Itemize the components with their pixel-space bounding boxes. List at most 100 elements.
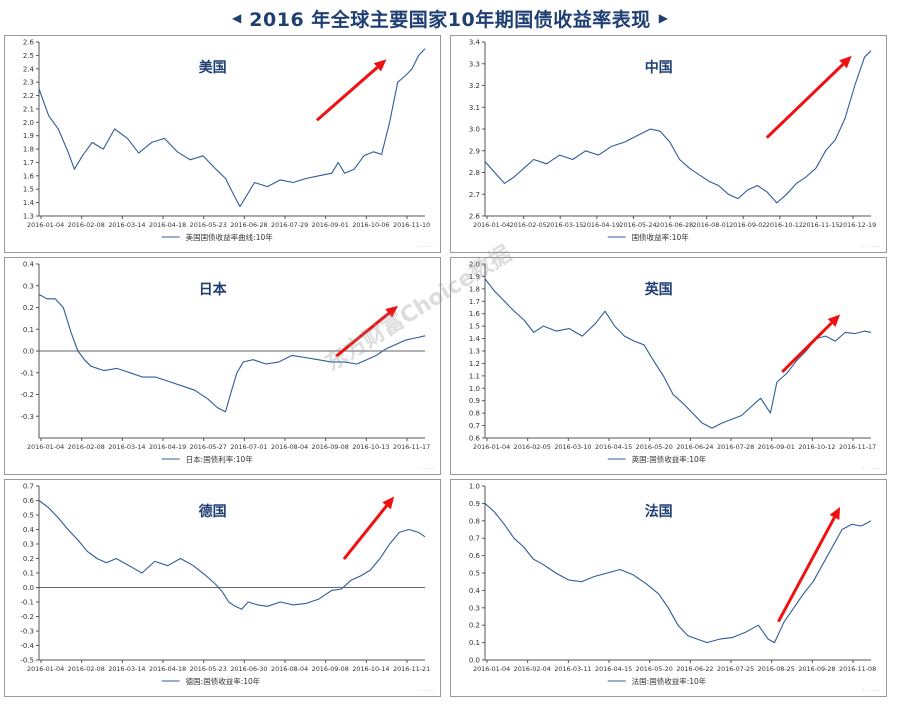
y-tick-label: -0.3 bbox=[20, 413, 34, 421]
legend-label: 国债收益率:10年 bbox=[632, 232, 690, 242]
chart-germany: 0.7 0.6 0.5 0.4 0.3 0.2 0.1 0.0 -0.1 -0.2 -0.3 -0.4… bbox=[20, 483, 430, 687]
x-tick-label: 2016-09-02 bbox=[729, 221, 766, 229]
y-tick-label: 1.6 bbox=[469, 310, 481, 318]
y-tick-label: 1.1 bbox=[469, 372, 480, 380]
chart-panel-germany: 0.7 0.6 0.5 0.4 0.3 0.2 0.1 0.0 -0.1 -0.2 -0.3 -0.4… bbox=[4, 479, 441, 697]
trend-arrow-head bbox=[827, 314, 841, 327]
x-tick-label: 2016-03-14 bbox=[108, 443, 145, 451]
panel-footer-mark: ·· ··· bbox=[416, 244, 434, 251]
trend-arrow-head bbox=[382, 496, 395, 510]
x-tick-label: 2016-06-22 bbox=[676, 665, 713, 673]
y-tick-label: 3.3 bbox=[469, 60, 480, 68]
y-tick-label: 2.0 bbox=[23, 119, 34, 127]
trend-arrow-head bbox=[829, 506, 841, 521]
y-tick-label: 2.9 bbox=[469, 147, 480, 155]
y-tick-label: 0.4 bbox=[23, 526, 35, 534]
y-tick-label: -0.1 bbox=[20, 599, 34, 607]
panel-footer-mark: ·· ··· bbox=[862, 244, 880, 251]
chart-title: 英国 bbox=[644, 281, 673, 298]
chart-title: 美国 bbox=[199, 59, 227, 76]
y-tick-label: 2.7 bbox=[469, 191, 480, 199]
panel-footer-mark: ·· ··· bbox=[416, 688, 434, 695]
y-tick-label: 0.3 bbox=[23, 282, 34, 290]
x-tick-label: 2016-08-04 bbox=[271, 443, 308, 451]
y-tick-label: 1.4 bbox=[23, 199, 35, 207]
y-tick-label: 1.2 bbox=[469, 360, 480, 368]
y-tick-label: 0.0 bbox=[23, 584, 34, 592]
page-title: 2016 年全球主要国家10年期国债收益率表现 bbox=[249, 8, 651, 31]
y-tick-label: 0.6 bbox=[469, 435, 481, 443]
x-tick-label: 2016-02-08 bbox=[68, 221, 105, 229]
x-tick-label: 2016-11-21 bbox=[393, 665, 430, 673]
y-tick-label: -0.2 bbox=[20, 391, 34, 399]
y-tick-label: 0.4 bbox=[23, 261, 35, 269]
chart-us: 1.3 1.4 1.5 1.6 1.7 1.8 1.9 2.0 2.1 2.2 2.3 2.4 2.5 2… bbox=[23, 39, 430, 243]
x-tick-label: 2016-05-24 bbox=[619, 221, 656, 229]
y-tick-label: 1.8 bbox=[469, 285, 480, 293]
chart-title: 中国 bbox=[645, 59, 673, 76]
x-tick-label: 2016-08-01 bbox=[693, 221, 730, 229]
chart-uk: 2.0 1.9 1.8 1.7 1.6 1.5 1.4 1.3 1.2 1.1 1.0 0.9 0.8 0… bbox=[469, 261, 876, 465]
x-tick-label: 2016-11-10 bbox=[393, 221, 430, 229]
x-tick-label: 2016-09-08 bbox=[312, 443, 349, 451]
y-tick-label: 1.7 bbox=[469, 298, 480, 306]
x-tick-label: 2016-04-15 bbox=[595, 443, 632, 451]
y-tick-label: 0.6 bbox=[469, 552, 481, 560]
x-tick-label: 2016-07-01 bbox=[230, 443, 267, 451]
series-line bbox=[38, 294, 426, 413]
trend-arrow-head bbox=[373, 59, 387, 72]
y-tick-label: 0.1 bbox=[469, 639, 480, 647]
y-tick-label: 0.5 bbox=[23, 512, 34, 520]
y-tick-label: 1.4 bbox=[469, 335, 481, 343]
trend-arrow-head bbox=[385, 305, 398, 318]
y-tick-label: 0.7 bbox=[469, 422, 480, 430]
title-left-arrow-icon: ◀ bbox=[232, 11, 242, 25]
title-row: ◀ 2016 年全球主要国家10年期国债收益率表现 ▶ bbox=[0, 4, 900, 32]
y-tick-label: 2.8 bbox=[469, 169, 480, 177]
chart-title: 日本 bbox=[199, 281, 228, 298]
y-tick-label: 1.7 bbox=[23, 159, 34, 167]
x-tick-label: 2016-11-17 bbox=[393, 443, 430, 451]
y-tick-label: 1.0 bbox=[469, 483, 480, 491]
panel-footer-mark: ·· ··· bbox=[416, 466, 434, 473]
chart-panel-japan: 0.4 0.3 0.2 0.1 0.0 -0.1 -0.2 -0.3 2016-01-04 201… bbox=[4, 257, 441, 475]
chart-title: 德国 bbox=[199, 503, 227, 520]
y-tick-label: 2.6 bbox=[23, 39, 35, 47]
y-tick-label: 2.4 bbox=[23, 65, 35, 73]
y-tick-label: 3.0 bbox=[469, 126, 480, 134]
x-tick-label: 2016-11-17 bbox=[839, 443, 876, 451]
y-tick-label: 0.8 bbox=[469, 410, 480, 418]
x-tick-label: 2016-04-19 bbox=[149, 443, 186, 451]
y-tick-label: 1.6 bbox=[23, 172, 35, 180]
x-tick-label: 2016-02-04 bbox=[514, 665, 551, 673]
y-tick-label: 0.3 bbox=[469, 604, 480, 612]
y-tick-label: 3.2 bbox=[469, 82, 480, 90]
x-tick-label: 2016-07-25 bbox=[717, 665, 754, 673]
x-tick-label: 2016-01-04 bbox=[27, 665, 64, 673]
y-tick-label: 1.0 bbox=[469, 385, 480, 393]
y-tick-label: 1.5 bbox=[23, 186, 34, 194]
legend-label: 法国:国债收益率:10年 bbox=[632, 676, 707, 686]
chart-japan: 0.4 0.3 0.2 0.1 0.0 -0.1 -0.2 -0.3 2016-01-04 201… bbox=[20, 261, 430, 465]
y-tick-label: 0.3 bbox=[23, 541, 34, 549]
x-tick-label: 2016-03-14 bbox=[108, 221, 145, 229]
y-tick-label: 0.6 bbox=[23, 497, 35, 505]
y-tick-label: 0.2 bbox=[23, 555, 34, 563]
x-tick-label: 2016-01-04 bbox=[473, 443, 510, 451]
x-tick-label: 2016-06-28 bbox=[656, 221, 693, 229]
x-tick-label: 2016-07-29 bbox=[271, 221, 308, 229]
y-tick-label: 0.1 bbox=[23, 570, 34, 578]
x-tick-label: 2016-09-01 bbox=[758, 443, 795, 451]
x-tick-label: 2016-05-23 bbox=[190, 665, 227, 673]
y-tick-label: 0.2 bbox=[469, 622, 480, 630]
y-tick-label: -0.2 bbox=[20, 613, 34, 621]
y-tick-label: 2.6 bbox=[469, 213, 481, 221]
x-tick-label: 2016-04-19 bbox=[583, 221, 620, 229]
y-tick-label: 2.2 bbox=[23, 92, 34, 100]
y-tick-label: 0.1 bbox=[23, 326, 34, 334]
x-tick-label: 2016-10-12 bbox=[766, 221, 803, 229]
y-tick-label: -0.3 bbox=[20, 628, 34, 636]
title-right-arrow-icon: ▶ bbox=[658, 11, 668, 25]
chart-title: 法国 bbox=[645, 503, 673, 520]
trend-arrow-shaft bbox=[342, 504, 388, 561]
